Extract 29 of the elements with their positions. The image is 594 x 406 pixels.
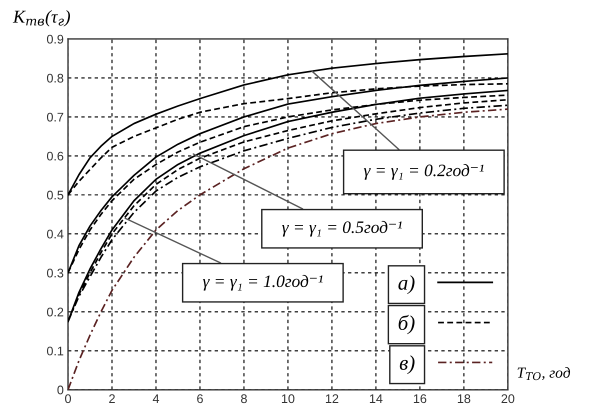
y-tick-label: 0.6 [46,152,64,161]
x-tick-label: 6 [197,394,203,404]
y-tick-label: 0.4 [46,230,64,239]
annotation: γ = γ₁ = 1.0год⁻¹ [202,274,323,291]
x-tick-label: 12 [326,394,338,403]
legend-label: в) [400,355,415,374]
y-tick-label: 0.5 [46,190,64,200]
x-tick-label: 10 [282,394,294,404]
y-tick-label: 0.3 [46,268,64,278]
annotation: γ = γ₁ = 0.5год⁻¹ [282,220,402,237]
y-tick-label: 0.9 [46,34,64,44]
legend-label: б) [398,314,415,334]
x-tick-label: 2 [109,394,115,403]
x-tick-label: 16 [414,394,426,404]
x-tick-label: 18 [458,394,470,404]
y-tick-label: 0.1 [46,346,64,356]
y-tick-label: 0 [57,386,64,394]
y-tick-label: 0.7 [46,112,64,122]
y-axis-title: K$_{тв}$(τ$_{г}$) [12,10,70,26]
x-tick-label: 8 [241,394,247,404]
x-tick-label: 14 [370,394,382,403]
legend-label: а) [398,275,415,294]
x-tick-label: 4 [152,394,160,403]
x-tick-label: 20 [502,394,514,404]
y-tick-label: 0.8 [46,74,64,83]
y-tick-label: 0.2 [46,308,64,316]
x-tick-label: 0 [65,394,71,404]
annotation: γ = γ₁ = 0.2год⁻¹ [364,164,484,180]
x-axis-title: T$_{ТО}$, год [518,367,570,380]
